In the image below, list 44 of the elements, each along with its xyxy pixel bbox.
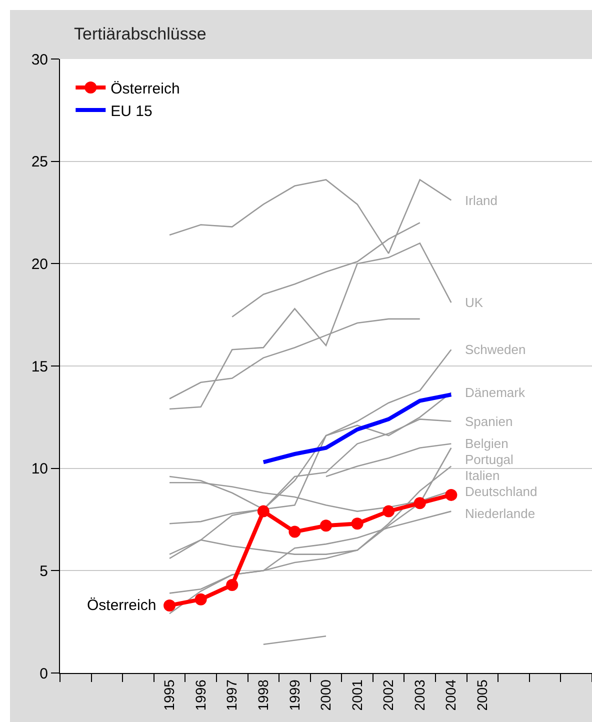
x-tick-label: 1996: [192, 679, 208, 711]
legend-label: Österreich: [110, 80, 180, 98]
annotation: Österreich: [87, 597, 156, 614]
legend-label: EU 15: [110, 102, 152, 120]
y-tick-label: 10: [31, 460, 48, 478]
point: [226, 578, 238, 591]
x-tick-label: 1995: [161, 679, 178, 711]
x-tick-label: 1998: [254, 679, 271, 711]
annotation: Irland: [465, 193, 498, 208]
point: [414, 497, 426, 510]
y-tick-label: 15: [31, 358, 48, 376]
annotation: Belgien: [465, 436, 508, 451]
y-tick-label: 25: [31, 154, 48, 171]
point: [382, 505, 395, 518]
annotation: Dänemark: [465, 385, 526, 400]
point: [288, 526, 301, 538]
y-tick-label: 0: [40, 665, 48, 682]
y-tick-label: 30: [31, 51, 48, 68]
x-tick-label: 1997: [224, 679, 240, 711]
line-series: [261, 392, 454, 464]
x-tick-label: 2002: [380, 679, 396, 711]
y-tick-label: 20: [31, 256, 48, 273]
annotation: Schweden: [465, 342, 526, 357]
chart-title: Tertiärabschlüsse: [74, 24, 206, 44]
x-tick-label: 2005: [474, 679, 490, 711]
point: [445, 488, 458, 501]
annotation: Italien: [465, 468, 500, 483]
annotation: Deutschland: [465, 484, 538, 499]
x-tick-label: 2001: [348, 679, 365, 711]
point: [257, 505, 270, 518]
y-tick-label: 5: [40, 562, 48, 580]
point: [320, 520, 332, 532]
line-series: [325, 443, 452, 478]
annotation: UK: [465, 295, 484, 310]
point: [351, 518, 364, 530]
annotation: Spanien: [465, 414, 513, 429]
x-tick-label: 2004: [442, 679, 459, 711]
x-tick-label: 2003: [411, 679, 428, 711]
annotation: Niederlande: [465, 506, 536, 521]
x-tick-label: 2000: [318, 679, 334, 711]
annotation: Portugal: [465, 452, 514, 467]
point: [164, 599, 176, 612]
x-tick-label: 1999: [286, 679, 302, 711]
point: [194, 593, 207, 606]
